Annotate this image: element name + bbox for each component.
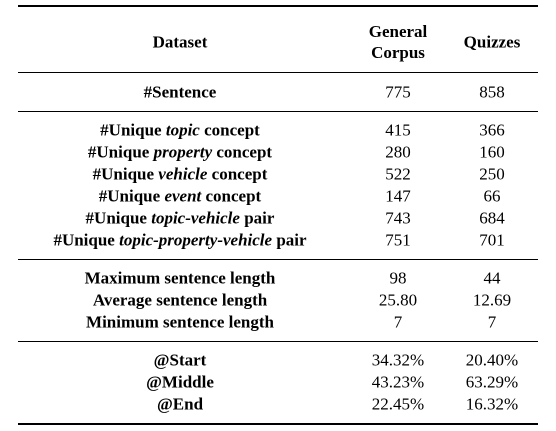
value-cell: 22.45% (371, 394, 425, 414)
value-cell: 280 (385, 142, 411, 162)
row-label: #Unique property concept (88, 142, 272, 163)
row-label: @End (157, 394, 203, 415)
label-part: pair (272, 230, 307, 250)
rule (18, 5, 538, 7)
label-part: #Unique (85, 208, 152, 228)
value-cell: 98 (389, 268, 407, 288)
value-cell: 147 (385, 186, 411, 206)
value-cell: 684 (479, 208, 505, 228)
value-cell: 250 (479, 164, 505, 184)
value-cell: 7 (393, 312, 403, 332)
rule (18, 111, 538, 112)
label-part: topic (165, 120, 200, 140)
value-cell: 751 (385, 230, 411, 250)
value-cell: 66 (483, 186, 501, 206)
value-cell: 701 (479, 230, 505, 250)
row-label: #Unique event concept (99, 186, 261, 207)
value-cell: 522 (385, 164, 411, 184)
value-cell: 12.69 (472, 290, 512, 310)
label-part: #Unique (87, 142, 154, 162)
value-cell: 44 (483, 268, 501, 288)
value-cell: 7 (487, 312, 497, 332)
value-cell: 25.80 (378, 290, 418, 310)
row-label: #Unique vehicle concept (93, 164, 268, 185)
value-cell: 43.23% (371, 372, 425, 392)
row-label: #Unique topic concept (100, 120, 260, 141)
label-part: concept (201, 186, 262, 206)
label-part: @Middle (146, 372, 214, 392)
rule (18, 72, 538, 73)
column-header: General Corpus (368, 22, 428, 62)
label-part: #Unique (92, 164, 159, 184)
value-cell: 366 (479, 120, 505, 140)
label-part: @End (156, 394, 204, 414)
label-part: event (164, 186, 202, 206)
row-label: #Sentence (144, 82, 217, 103)
column-header: Dataset (152, 32, 208, 52)
value-cell: 16.32% (465, 394, 519, 414)
label-part: #Unique (53, 230, 120, 250)
label-part: property (153, 142, 213, 162)
label-part: concept (199, 120, 260, 140)
rule (18, 259, 538, 260)
label-part: #Sentence (143, 82, 217, 102)
label-part: Minimum sentence length (86, 312, 274, 332)
rule (18, 341, 538, 342)
value-cell: 160 (479, 142, 505, 162)
label-part: Average sentence length (92, 290, 268, 310)
label-part: #Unique (100, 120, 166, 140)
row-label: Minimum sentence length (86, 312, 274, 333)
value-cell: 34.32% (371, 350, 425, 370)
row-label: @Middle (146, 372, 214, 393)
row-label: Maximum sentence length (85, 268, 276, 289)
label-part: vehicle (158, 164, 208, 184)
value-cell: 858 (479, 82, 505, 102)
label-part: #Unique (98, 186, 165, 206)
label-part: Maximum sentence length (84, 268, 276, 288)
row-label: @Start (154, 350, 207, 371)
row-label: #Unique topic-vehicle pair (86, 208, 275, 229)
value-cell: 775 (385, 82, 411, 102)
value-cell: 415 (385, 120, 411, 140)
label-part: topic-property-vehicle (119, 230, 273, 250)
value-cell: 63.29% (465, 372, 519, 392)
label-part: concept (207, 164, 268, 184)
row-label: Average sentence length (93, 290, 267, 311)
value-cell: 743 (385, 208, 411, 228)
column-header: Quizzes (463, 32, 521, 52)
label-part: @Start (153, 350, 207, 370)
label-part: topic-vehicle (151, 208, 240, 228)
row-label: #Unique topic-property-vehicle pair (53, 230, 306, 251)
rule (18, 423, 538, 425)
value-cell: 20.40% (465, 350, 519, 370)
label-part: concept (212, 142, 273, 162)
label-part: pair (239, 208, 275, 228)
